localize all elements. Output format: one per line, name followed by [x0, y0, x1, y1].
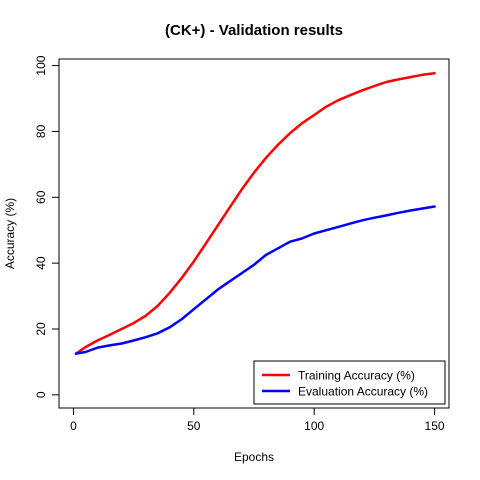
y-tick-label: 60	[34, 190, 48, 204]
y-tick-label: 40	[34, 256, 48, 270]
x-tick-label: 150	[425, 419, 445, 433]
legend-label-training: Training Accuracy (%)	[298, 369, 415, 383]
legend: Training Accuracy (%) Evaluation Accurac…	[253, 360, 446, 405]
series-layer	[74, 71, 436, 355]
legend-label-evaluation: Evaluation Accuracy (%)	[298, 385, 428, 399]
evaluation-accuracy-line	[74, 205, 436, 355]
chart-title: (CK+) - Validation results	[165, 22, 343, 39]
y-axis: 0 20 40 60 80 100	[34, 55, 60, 398]
x-tick-label: 100	[304, 419, 324, 433]
legend-box	[253, 360, 446, 405]
y-tick-label: 100	[34, 55, 48, 75]
y-axis-label: Accuracy (%)	[3, 198, 17, 269]
x-tick-label: 50	[187, 419, 201, 433]
x-tick-label: 0	[70, 419, 77, 433]
y-tick-label: 80	[34, 124, 48, 138]
x-axis-label: Epochs	[234, 450, 274, 464]
x-axis: 0 50 100 150	[70, 407, 445, 433]
y-tick-label: 0	[34, 391, 48, 398]
training-accuracy-line	[74, 71, 436, 355]
y-tick-label: 20	[34, 322, 48, 336]
plot-frame	[58, 58, 450, 409]
